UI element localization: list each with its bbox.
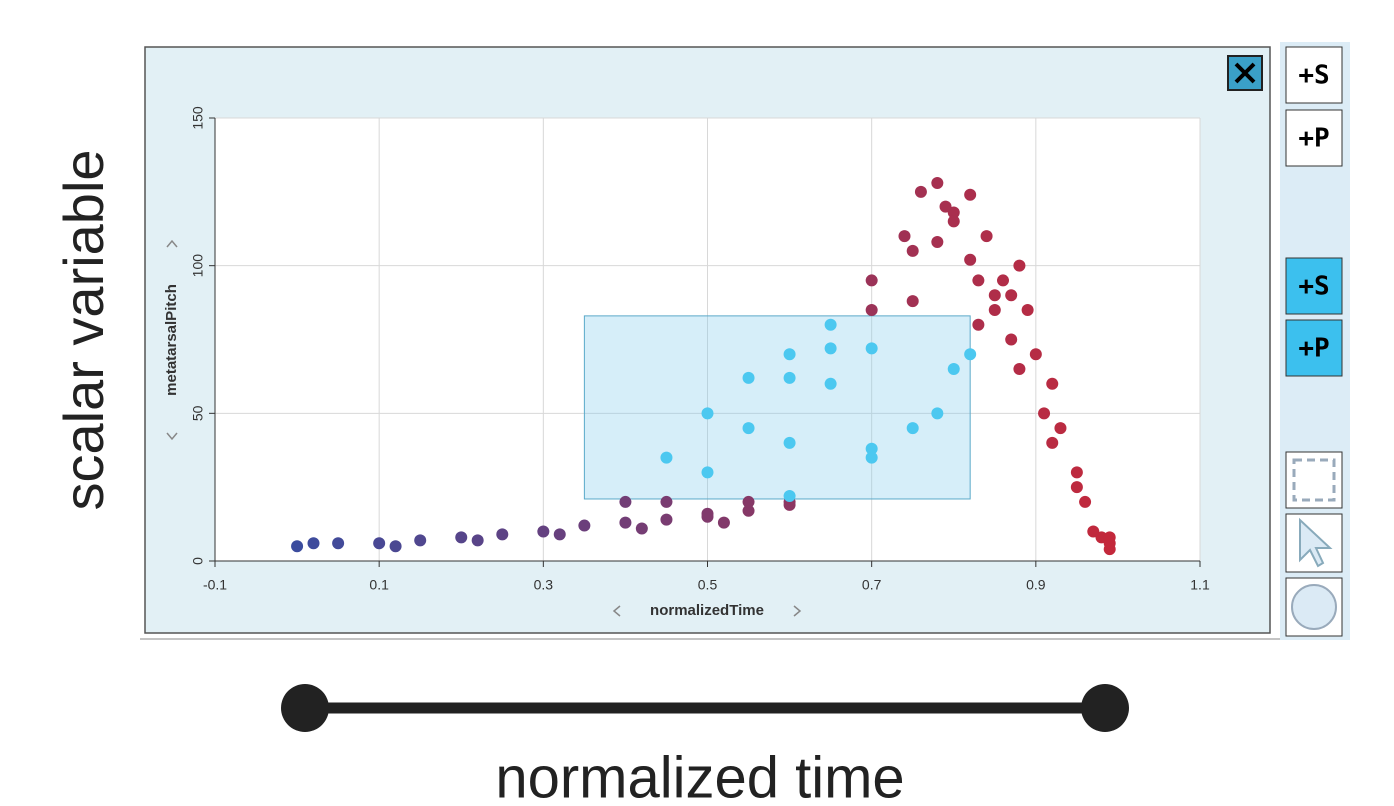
point xyxy=(1005,334,1017,346)
point xyxy=(1013,363,1025,375)
point xyxy=(931,236,943,248)
point xyxy=(866,304,878,316)
point xyxy=(619,517,631,529)
point xyxy=(972,274,984,286)
y-axis-label: metatarsalPitch xyxy=(163,284,180,396)
point xyxy=(702,407,714,419)
point xyxy=(308,537,320,549)
point xyxy=(660,452,672,464)
point xyxy=(1046,437,1058,449)
lasso-icon xyxy=(1292,585,1336,629)
point xyxy=(997,274,1009,286)
point xyxy=(948,215,960,227)
x-tick-label: 0.5 xyxy=(698,577,718,593)
point xyxy=(940,201,952,213)
point xyxy=(964,254,976,266)
point xyxy=(981,230,993,242)
point xyxy=(907,295,919,307)
x-axis-label: normalizedTime xyxy=(650,602,764,619)
point xyxy=(390,540,402,552)
screen: -0.1 0.1 0.3 0.5 0.7 0.9 1.1 0 50 100 150 +S +P +S +P… xyxy=(0,0,1394,801)
x-tick-label: 0.3 xyxy=(534,577,554,593)
point xyxy=(743,372,755,384)
point xyxy=(743,422,755,434)
point xyxy=(825,342,837,354)
point xyxy=(784,372,796,384)
x-tick-label: 1.1 xyxy=(1190,577,1210,593)
selection-brush xyxy=(584,316,970,499)
x-tick-label: 0.1 xyxy=(369,577,389,593)
page: -0.1 0.1 0.3 0.5 0.7 0.9 1.1 0 50 100 150 +S +P +S +P… xyxy=(0,0,1394,801)
point xyxy=(455,531,467,543)
point xyxy=(1071,466,1083,478)
toolbar-button-label: +S xyxy=(1298,272,1329,302)
point xyxy=(931,407,943,419)
point xyxy=(948,363,960,375)
point xyxy=(291,540,303,552)
point xyxy=(472,534,484,546)
point xyxy=(964,189,976,201)
point xyxy=(373,537,385,549)
point xyxy=(414,534,426,546)
point xyxy=(578,520,590,532)
point xyxy=(1079,496,1091,508)
point xyxy=(989,289,1001,301)
toolbar-button-label: +S xyxy=(1298,61,1329,91)
point xyxy=(1071,481,1083,493)
point xyxy=(1087,525,1099,537)
toolbar-button-label: +P xyxy=(1298,124,1329,154)
point xyxy=(899,230,911,242)
point xyxy=(1030,348,1042,360)
y-tick-label: 50 xyxy=(190,405,206,421)
point xyxy=(660,496,672,508)
y-tick-label: 0 xyxy=(190,557,206,565)
point xyxy=(496,528,508,540)
point xyxy=(866,274,878,286)
point xyxy=(1046,378,1058,390)
point xyxy=(702,508,714,520)
point xyxy=(702,466,714,478)
point xyxy=(743,496,755,508)
x-tick-label: -0.1 xyxy=(203,577,227,593)
point xyxy=(866,342,878,354)
point xyxy=(989,304,1001,316)
point xyxy=(1054,422,1066,434)
point xyxy=(619,496,631,508)
time-axis-end xyxy=(281,684,329,732)
point xyxy=(915,186,927,198)
point xyxy=(931,177,943,189)
point xyxy=(537,525,549,537)
point xyxy=(1005,289,1017,301)
point xyxy=(784,437,796,449)
y-tick-label: 150 xyxy=(190,106,206,130)
point xyxy=(784,490,796,502)
point xyxy=(1038,407,1050,419)
point xyxy=(636,523,648,535)
point xyxy=(825,378,837,390)
x-tick-label: 0.7 xyxy=(862,577,882,593)
x-tick-label: 0.9 xyxy=(1026,577,1046,593)
y-tick-label: 100 xyxy=(190,254,206,278)
point xyxy=(784,348,796,360)
point xyxy=(1022,304,1034,316)
x-caption: normalized time xyxy=(495,745,904,801)
point xyxy=(825,319,837,331)
toolbar-button-label: +P xyxy=(1298,334,1329,364)
point xyxy=(907,245,919,257)
point xyxy=(972,319,984,331)
point xyxy=(718,517,730,529)
point xyxy=(332,537,344,549)
point xyxy=(1013,260,1025,272)
point xyxy=(907,422,919,434)
point xyxy=(1104,531,1116,543)
y-caption: scalar variable xyxy=(52,149,115,510)
point xyxy=(964,348,976,360)
point xyxy=(660,514,672,526)
point xyxy=(866,443,878,455)
time-axis-end xyxy=(1081,684,1129,732)
point xyxy=(554,528,566,540)
